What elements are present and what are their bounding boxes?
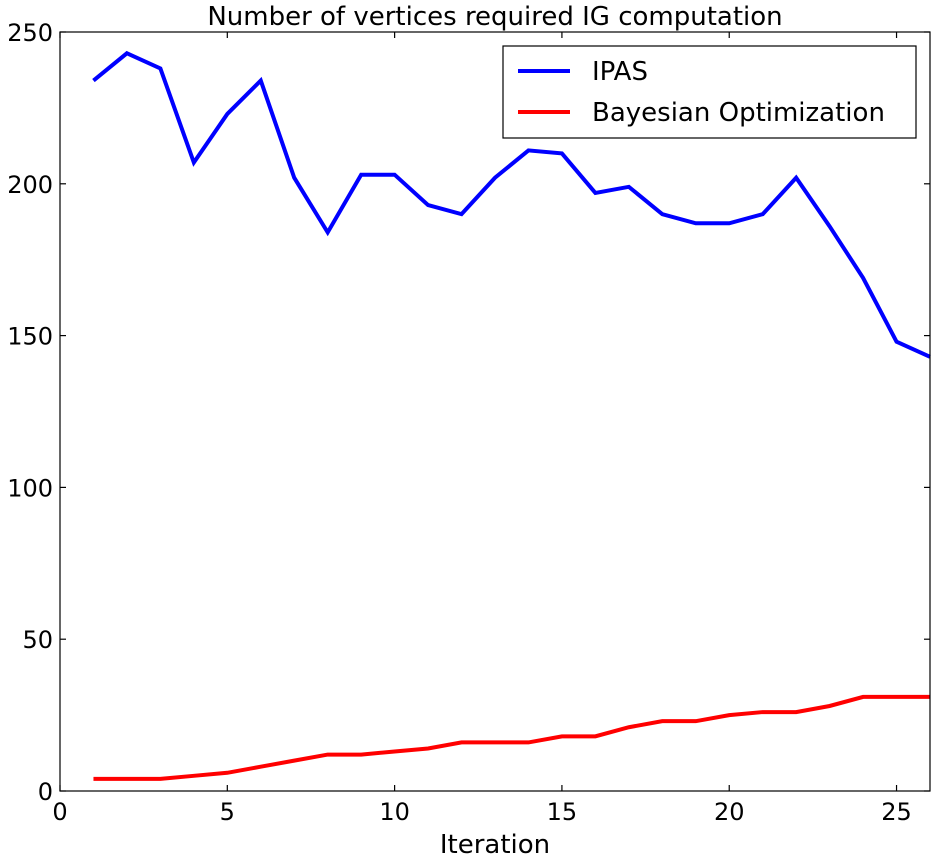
x-tick-label: 5 bbox=[220, 798, 235, 826]
x-axis-label: Iteration bbox=[440, 830, 550, 858]
series-layer bbox=[92, 50, 931, 781]
x-tick-label: 25 bbox=[881, 798, 912, 826]
legend: IPAS Bayesian Optimization bbox=[502, 45, 917, 139]
legend-label-ipas: IPAS bbox=[592, 57, 648, 87]
y-tick-label: 250 bbox=[7, 19, 53, 47]
series-line-bayesian-optimization bbox=[93, 694, 930, 781]
series-line-ipas bbox=[92, 50, 931, 359]
x-tick-label: 10 bbox=[379, 798, 410, 826]
chart-title: Number of vertices required IG computati… bbox=[207, 2, 782, 32]
y-tick-label: 50 bbox=[22, 626, 53, 654]
x-tick-label: 15 bbox=[547, 798, 578, 826]
y-tick-label: 100 bbox=[7, 474, 53, 502]
y-tick-label: 150 bbox=[7, 323, 53, 351]
y-tick-label: 0 bbox=[38, 778, 53, 806]
x-tick-label: 20 bbox=[714, 798, 745, 826]
legend-box bbox=[502, 45, 917, 139]
y-tick-label: 200 bbox=[7, 171, 53, 199]
x-tick-label: 0 bbox=[52, 798, 67, 826]
plot-frame bbox=[59, 31, 931, 792]
legend-label-bayesian-optimization: Bayesian Optimization bbox=[592, 98, 885, 128]
